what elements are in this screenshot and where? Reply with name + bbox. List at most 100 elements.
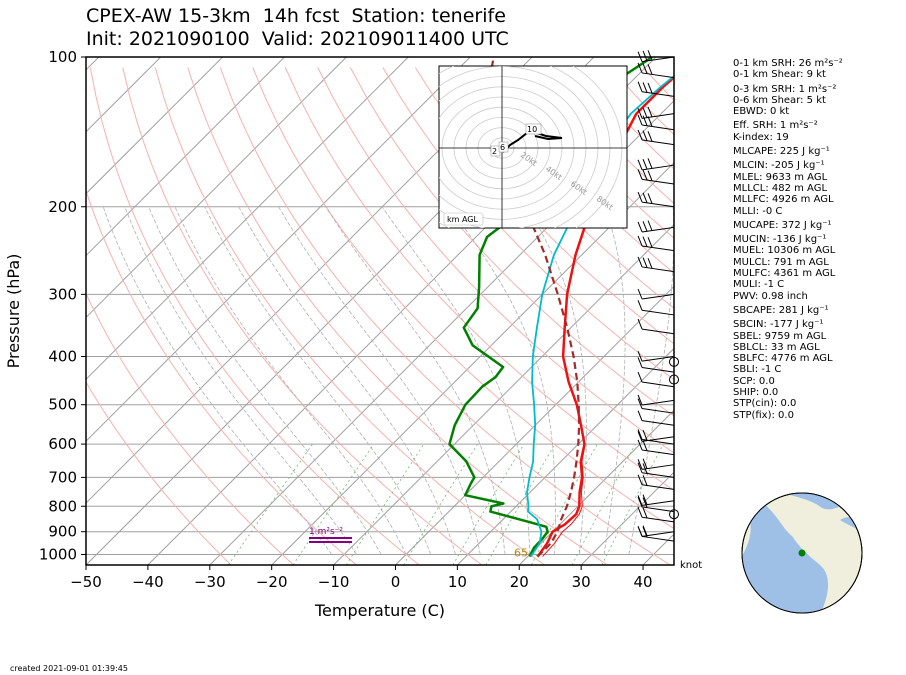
barb-flag (642, 458, 648, 469)
wind-barb (637, 507, 675, 523)
barb-shaft (641, 531, 675, 537)
barb-flag (647, 116, 653, 127)
stat-line: SCP: 0.0 (733, 375, 775, 387)
isotherm (518, 409, 674, 565)
wind-barb (637, 496, 675, 513)
hodograph-height-text: 2 (492, 147, 497, 156)
isotherm (86, 57, 285, 257)
hodograph-height-label: 10 (525, 123, 542, 135)
moist-adiabat (174, 206, 407, 555)
wind-barb (637, 191, 675, 208)
wind-barb (637, 300, 675, 316)
mixing-ratio-line (530, 443, 598, 565)
plot-frame (85, 56, 675, 566)
barb-shaft (641, 381, 675, 388)
y-tick-label: 500 (48, 396, 77, 414)
y-tick-label: 100 (48, 48, 77, 66)
wind-barb (637, 350, 675, 362)
y-tick-label: 1000 (39, 545, 77, 563)
stat-line: MLCIN: -205 J kg⁻¹ (733, 160, 825, 172)
isotherm (457, 347, 674, 565)
barb-shaft (641, 535, 675, 542)
x-tick-label: −10 (318, 573, 350, 591)
barb-shaft (641, 309, 675, 316)
x-tick-label: −40 (132, 573, 164, 591)
barb-flag (642, 115, 648, 126)
barb-shaft (641, 464, 675, 470)
barb-flag (637, 398, 643, 409)
wind-barb (637, 169, 675, 185)
barb-shaft (641, 124, 675, 131)
moist-adiabat (238, 206, 456, 555)
wind-barb (637, 62, 675, 79)
virtual-temperature-line (542, 444, 586, 557)
wind-barb (637, 158, 675, 171)
hodograph-height-text: 10 (527, 125, 537, 134)
x-tick-label: −50 (70, 573, 102, 591)
wind-barb (637, 371, 675, 388)
y-tick-label: 300 (48, 285, 77, 303)
barb-flag (637, 221, 643, 233)
stat-line: SBCIN: -177 J kg⁻¹ (733, 319, 824, 331)
barb-flag (642, 50, 648, 62)
stat-line: 0-1 km Shear: 9 kt (733, 69, 826, 81)
plot-decorations: 1 m²s⁻² 65 (309, 527, 528, 559)
barb-flag (637, 496, 643, 508)
sounding-indices-panel: 0-1 km SRH: 26 m²s⁻² 0-1 km Shear: 9 kt 0-… (733, 58, 843, 421)
isotherm (86, 57, 409, 381)
barb-shaft (641, 356, 675, 362)
moist-adiabat (325, 206, 506, 555)
wind-barb (637, 129, 675, 146)
barb-flag (642, 107, 648, 118)
barb-shaft (641, 201, 675, 208)
stat-line: EBWD: 0 kt (733, 106, 790, 118)
barb-flag (642, 507, 648, 519)
barb-flag (637, 108, 643, 119)
stat-line: SBLCL: 33 m AGL (733, 341, 820, 353)
barb-shaft (641, 72, 675, 79)
barb-flag (647, 220, 653, 231)
wind-barb (637, 235, 675, 252)
barb-flag (642, 463, 648, 474)
wind-barb (637, 318, 675, 335)
barb-flag (647, 106, 653, 118)
barb-flag (637, 431, 643, 442)
barb-flag (647, 131, 653, 142)
barb-shaft (641, 139, 675, 146)
globe-locator (741, 492, 863, 614)
wind-barb (637, 394, 675, 406)
isotherm (209, 100, 674, 565)
barb-shaft (641, 178, 675, 185)
barb-flag (637, 495, 643, 506)
wind-barbs (637, 50, 679, 542)
barb-flag (642, 475, 648, 486)
stat-line: SBLI: -1 C (733, 364, 782, 376)
barb-flag (647, 82, 653, 94)
dry-adiabat (317, 67, 674, 454)
stat-line: MUCAPE: 372 J kg⁻¹ (733, 219, 832, 231)
isotherm (271, 161, 674, 565)
barb-flag (637, 300, 643, 311)
barb-shaft (641, 399, 675, 406)
barb-flag (647, 258, 653, 269)
moist-adiabat (449, 206, 556, 555)
barb-shaft (641, 484, 675, 490)
mixing-ratio-line (452, 443, 525, 565)
hodograph-axis-label: km AGL (447, 215, 479, 224)
barb-flag (637, 81, 643, 92)
background-lines (86, 57, 674, 565)
isotherm (86, 57, 223, 195)
y-tick-label: 600 (48, 435, 77, 453)
barb-shaft (641, 113, 675, 119)
label-box (525, 123, 542, 135)
stat-line: PWV: 0.98 inch (733, 290, 808, 302)
barb-flag (637, 169, 643, 180)
y-tick-label: 400 (48, 348, 77, 366)
barb-flag (642, 221, 648, 232)
wind-unit-label: knot (680, 560, 703, 571)
x-axis-label: Temperature (C) (314, 601, 445, 620)
stat-line: MULI: -1 C (733, 279, 785, 291)
barb-shaft (641, 293, 675, 300)
